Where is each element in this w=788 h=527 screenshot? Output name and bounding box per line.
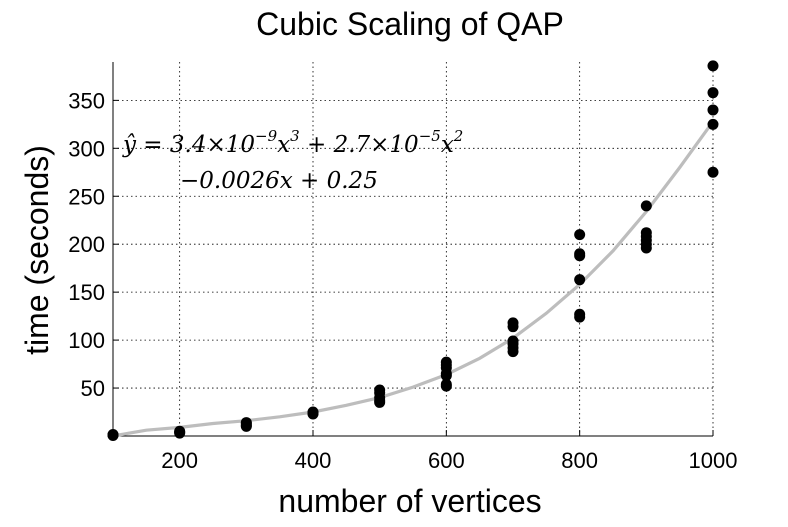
equation-line-1: ŷ = 3.4×10−9x3 + 2.7×10−5x2	[122, 127, 463, 158]
axis-ticks	[113, 99, 714, 436]
chart-title: Cubic Scaling of QAP	[256, 6, 564, 42]
data-point	[574, 229, 586, 241]
data-point	[640, 227, 652, 239]
data-point	[374, 384, 386, 396]
x-tick-label: 600	[428, 448, 465, 473]
data-points	[107, 60, 719, 442]
y-tick-label: 350	[68, 88, 105, 113]
x-tick-label: 200	[161, 448, 198, 473]
data-point	[707, 87, 719, 99]
y-tick-label: 150	[68, 280, 105, 305]
equation-line-2: −0.0026x + 0.25	[180, 168, 378, 194]
y-tick-labels: 50 100 150 200 250 300 350	[68, 88, 105, 401]
data-point	[707, 60, 719, 72]
data-point	[574, 248, 586, 260]
data-point	[640, 200, 652, 212]
y-axis-label: time (seconds)	[19, 145, 55, 355]
y-tick-label: 300	[68, 136, 105, 161]
data-point	[507, 335, 519, 347]
fit-curve	[112, 120, 715, 438]
x-tick-label: 800	[561, 448, 598, 473]
data-point	[240, 420, 252, 432]
x-tick-label: 400	[295, 448, 332, 473]
x-axis-label: number of vertices	[278, 483, 541, 519]
y-tick-label: 250	[68, 184, 105, 209]
data-point	[574, 274, 586, 286]
data-point	[707, 118, 719, 130]
data-point	[107, 429, 119, 441]
data-point	[707, 104, 719, 116]
data-point	[574, 308, 586, 320]
gridlines	[113, 62, 714, 436]
y-tick-label: 200	[68, 232, 105, 257]
data-point	[507, 317, 519, 329]
data-point	[707, 166, 719, 178]
y-tick-label: 100	[68, 328, 105, 353]
data-point	[440, 378, 452, 390]
x-tick-label: 1000	[689, 448, 738, 473]
data-point	[440, 356, 452, 368]
data-point	[174, 427, 186, 439]
data-point	[374, 392, 386, 404]
data-point	[307, 407, 319, 419]
y-tick-label: 50	[81, 376, 105, 401]
x-tick-labels: 200 400 600 800 1000	[161, 448, 737, 473]
